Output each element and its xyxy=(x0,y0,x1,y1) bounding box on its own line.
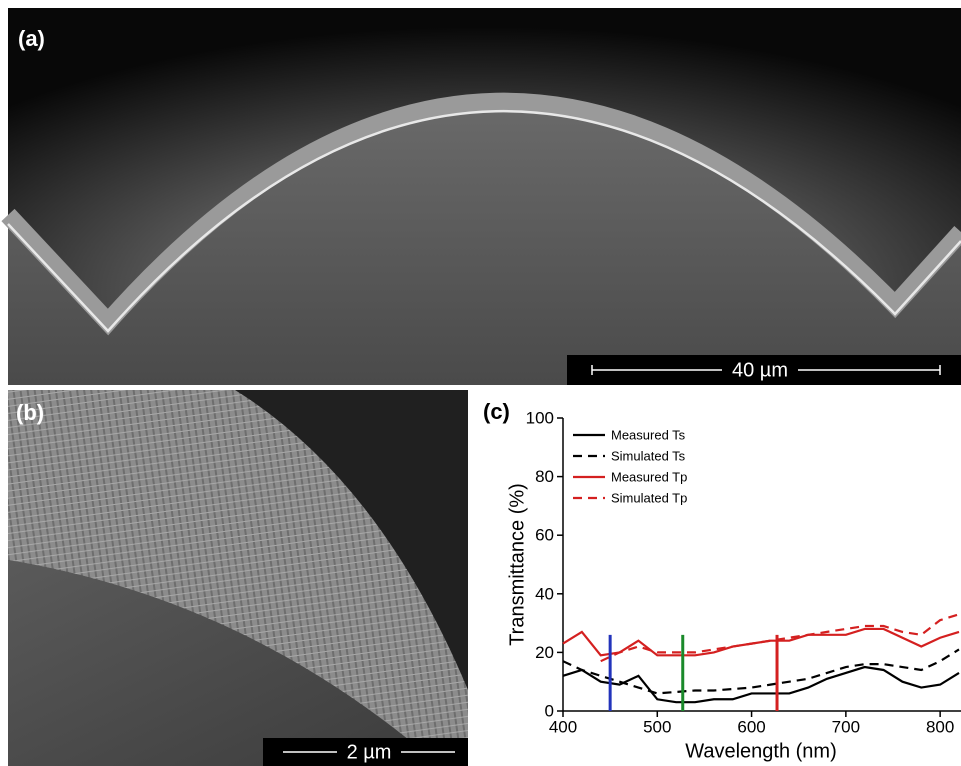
legend-label: Simulated Tp xyxy=(611,490,687,505)
x-tick-label: 400 xyxy=(549,717,577,736)
series-line xyxy=(563,667,959,702)
figure: (a) 40 µm (b) 2 µm (c) 02040608010040050… xyxy=(0,0,961,766)
y-tick-label: 20 xyxy=(535,643,554,662)
x-tick-label: 500 xyxy=(643,717,671,736)
page: {"panels": { "a": {"label": "(a)", "scal… xyxy=(0,0,961,766)
panel-b: (b) 2 µm xyxy=(8,390,468,766)
scale-bar-label: 2 µm xyxy=(347,741,392,763)
legend-label: Simulated Ts xyxy=(611,448,686,463)
y-axis-label: Transmittance (%) xyxy=(506,483,528,646)
panel-a: (a) 40 µm xyxy=(8,8,961,385)
y-tick-label: 100 xyxy=(526,408,554,427)
panel-label: (b) xyxy=(16,400,44,425)
scale-bar-label: 40 µm xyxy=(732,359,788,381)
y-tick-label: 60 xyxy=(535,526,554,545)
x-tick-label: 800 xyxy=(926,717,954,736)
panel-label: (a) xyxy=(18,26,45,51)
x-axis-label: Wavelength (nm) xyxy=(685,740,837,762)
y-tick-label: 40 xyxy=(535,584,554,603)
x-tick-label: 700 xyxy=(832,717,860,736)
legend-label: Measured Tp xyxy=(611,469,687,484)
legend-label: Measured Ts xyxy=(611,427,686,442)
x-tick-label: 600 xyxy=(737,717,765,736)
series-line xyxy=(563,649,959,693)
y-tick-label: 80 xyxy=(535,467,554,486)
panel-label: (c) xyxy=(483,399,510,424)
